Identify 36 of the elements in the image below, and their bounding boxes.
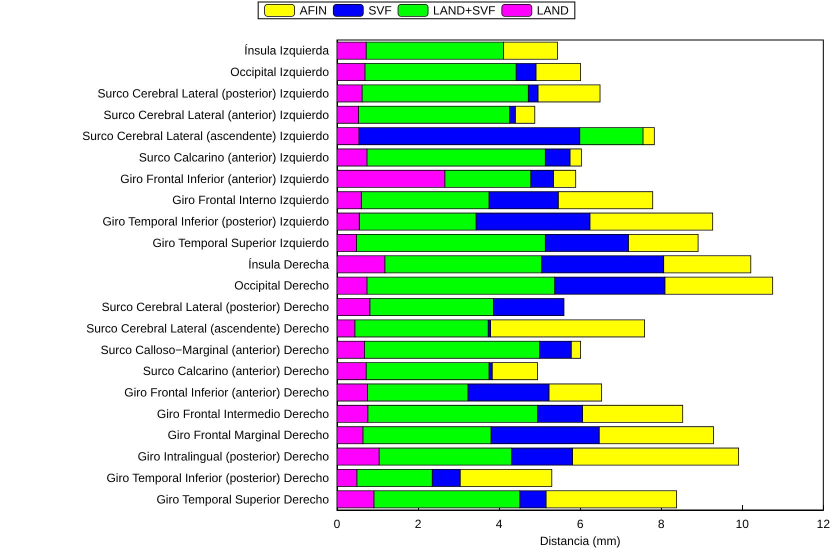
y-tick-label: Occipital Izquierdo: [230, 65, 330, 80]
y-tick-label: Giro Frontal Interno Izquierdo: [172, 193, 330, 208]
y-tick-label: Giro Temporal Inferior (posterior) Izquierdo: [102, 214, 330, 229]
y-tick-label: Ínsula Derecha: [248, 257, 330, 272]
x-tick-label: 8: [658, 517, 665, 531]
y-tick-label: Surco Calcarino (anterior) Derecho: [142, 364, 330, 378]
y-tick-label: Giro Intralingual (posterior) Derecho: [138, 450, 330, 464]
x-tick-label: 10: [736, 517, 750, 531]
x-tick-label: 12: [816, 517, 830, 531]
y-tick-label: Giro Temporal Inferior (posterior) Derecho: [106, 470, 330, 485]
x-tick-label: 4: [496, 517, 503, 531]
y-tick-label: Surco Cerebral Lateral (ascendente) Derecho: [86, 321, 330, 336]
y-tick-label: Giro Frontal Intermedio Derecho: [156, 406, 330, 421]
y-tick-label: Giro Temporal Superior Izquierdo: [152, 236, 330, 250]
y-tick-label: Occipital Derecho: [234, 278, 330, 293]
x-tick-label: 0: [334, 517, 341, 531]
y-tick-label: Surco Cerebral Lateral (anterior) Izquierdo: [104, 108, 330, 122]
y-tick-label: Ínsula Izquierda: [244, 44, 330, 58]
legend-label: SVF: [368, 3, 392, 18]
y-tick-label: Surco Calloso−Marginal (anterior) Derecho: [100, 342, 330, 357]
legend-label: LAND+SVF: [433, 3, 496, 18]
y-tick-label: Giro Frontal Inferior (anterior) Izquierdo: [120, 172, 330, 186]
y-tick-label: Surco Cerebral Lateral (ascendente) Izquierdo: [82, 129, 330, 144]
legend-label: LAND: [536, 3, 570, 18]
y-tick-label: Giro Temporal Superior Derecho: [156, 492, 330, 506]
y-tick-label: Giro Frontal Marginal Derecho: [168, 428, 330, 442]
x-axis-title: Distancia (mm): [540, 534, 621, 548]
legend-label: AFIN: [300, 3, 327, 18]
bar: [492, 362, 538, 380]
y-tick-label: Surco Calcarino (anterior) Izquierdo: [138, 150, 330, 164]
y-tick-label: Giro Frontal Inferior (anterior) Derecho: [124, 386, 330, 400]
x-tick-label: 6: [576, 517, 584, 531]
x-tick-label: 2: [414, 517, 422, 531]
bar: [490, 319, 645, 338]
y-tick-label: Surco Cerebral Lateral (posterior) Derecho: [102, 300, 330, 314]
y-tick-label: Surco Cerebral Lateral (posterior) Izquierdo: [98, 86, 330, 100]
